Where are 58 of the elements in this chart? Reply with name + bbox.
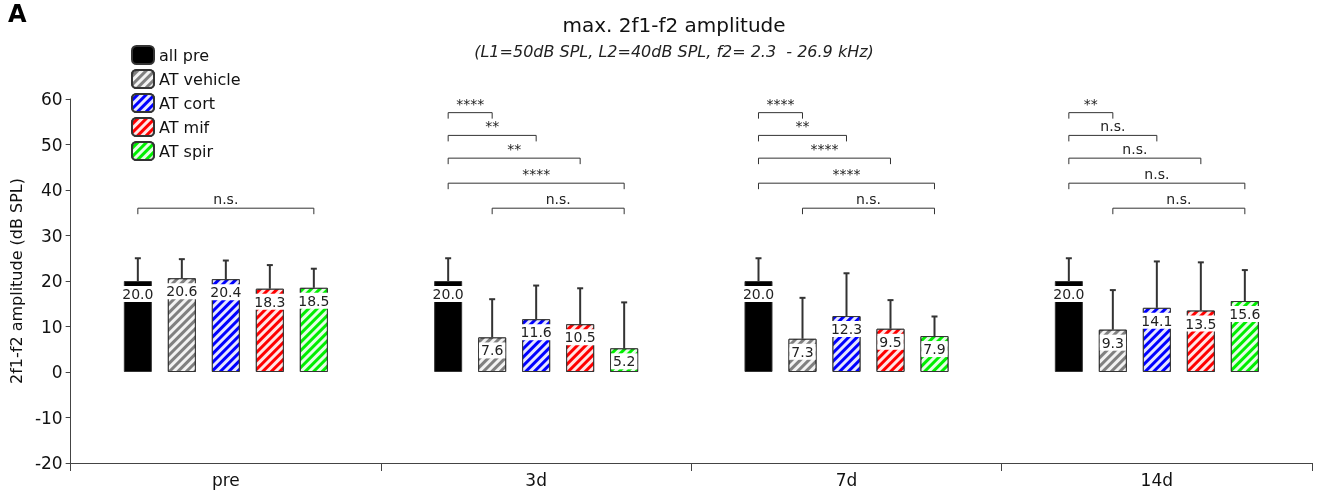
y-tick-label: 20: [41, 271, 63, 291]
annotation: n.s.: [1166, 191, 1192, 208]
legend-label: AT spir: [159, 141, 214, 161]
data-label: 20.0: [122, 286, 154, 302]
data-label: 7.6: [481, 342, 504, 359]
data-label: 18.5: [298, 292, 330, 309]
x-tick-label: 7d: [835, 469, 858, 490]
annotation: n.s.: [213, 191, 239, 208]
annotation: ****: [766, 95, 795, 112]
x-tick-label: 14d: [1140, 469, 1174, 490]
y-tick-label: 0: [51, 362, 63, 382]
annotation: ****: [810, 141, 839, 158]
legend-label: all pre: [159, 45, 210, 65]
annotation: **: [1083, 95, 1098, 112]
annotation: **: [507, 141, 522, 158]
data-label: 14.1: [1141, 312, 1173, 329]
data-label: 10.5: [564, 329, 596, 346]
annotation: n.s.: [1100, 118, 1126, 135]
legend-label: AT vehicle: [159, 69, 241, 89]
annotation: ****: [832, 166, 861, 183]
annotation: **: [795, 118, 810, 135]
y-tick-label: 30: [41, 225, 63, 246]
x-tick-label: 3d: [525, 469, 547, 490]
y-tick-label: 50: [41, 134, 63, 155]
annotation: n.s.: [1144, 166, 1170, 183]
legend-label: AT cort: [159, 93, 215, 113]
data-label: 7.9: [923, 341, 946, 358]
data-label: 11.6: [520, 324, 552, 341]
legend-label: AT mif: [159, 117, 210, 137]
annotation: ****: [456, 95, 485, 112]
data-label: 20.0: [1053, 286, 1085, 302]
data-label: 15.6: [1229, 306, 1261, 323]
y-tick-label: -10: [34, 407, 63, 428]
annotation: n.s.: [855, 191, 882, 208]
chart-title: max. 2f1-f2 amplitude: [562, 13, 786, 37]
data-label: 5.2: [613, 353, 636, 370]
data-label: 20.0: [432, 286, 464, 302]
x-tick-label: pre: [211, 469, 240, 490]
y-tick-label: 40: [41, 180, 63, 200]
data-label: 9.5: [879, 333, 902, 350]
data-label: 12.3: [830, 321, 863, 338]
y-axis-title: 2f1-f2 amplitude (dB SPL): [6, 177, 26, 385]
annotation: n.s.: [1122, 141, 1148, 158]
text: A: [8, 0, 27, 28]
annotation: n.s.: [545, 191, 571, 208]
y-tick-label: 60: [41, 89, 63, 109]
data-label: 18.3: [254, 293, 286, 310]
data-label: 20.4: [210, 284, 242, 301]
chart-subtitle: (L1=50dB SPL, L2=40dB SPL, f2= 2.3 - 26.9 kHz): [474, 41, 874, 61]
data-label: 13.5: [1185, 315, 1217, 332]
y-tick-label: 10: [41, 316, 63, 337]
annotation: **: [485, 118, 500, 135]
data-label: 7.3: [791, 343, 814, 360]
data-label: 20.6: [166, 283, 198, 300]
data-label: 9.3: [1101, 334, 1124, 351]
data-label: 20.0: [742, 286, 775, 302]
annotation: ****: [522, 166, 551, 183]
y-tick-label: -20: [34, 453, 63, 473]
